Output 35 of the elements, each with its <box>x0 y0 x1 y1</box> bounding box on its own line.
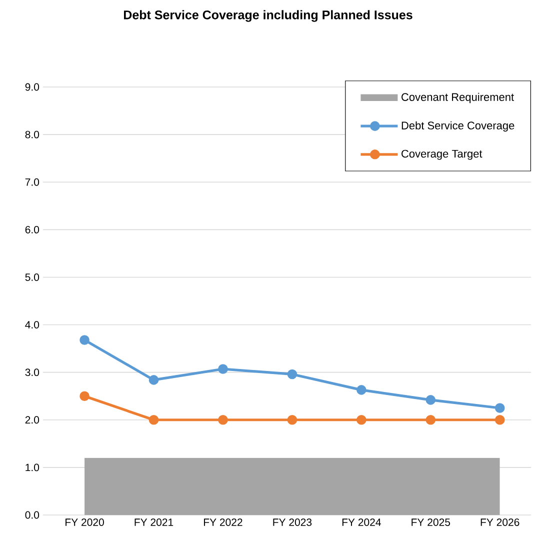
point <box>494 414 505 425</box>
y-tick-label: 3.0 <box>25 368 40 376</box>
y-tick-label: 5.0 <box>25 274 40 281</box>
y-tick-label: 4.0 <box>25 321 40 328</box>
legend-label: Coverage Target <box>402 150 482 160</box>
x-tick-label: FY 2024 <box>342 518 381 526</box>
point <box>218 414 228 425</box>
legend-label: Covenant Requirement <box>402 92 514 104</box>
y-tick-label: 6.0 <box>25 226 40 234</box>
point <box>356 385 366 395</box>
y-tick-label: 1.0 <box>26 464 40 472</box>
point <box>148 414 159 425</box>
x-tick-label: FY 2026 <box>480 518 520 526</box>
x-tick-label: FY 2023 <box>273 518 312 526</box>
point <box>287 414 298 425</box>
y-tick-label: 7.0 <box>25 178 40 186</box>
point <box>148 375 159 385</box>
point <box>356 414 366 425</box>
point <box>80 335 90 345</box>
legend-label: Debt Service Coverage <box>402 121 514 132</box>
point <box>218 364 228 374</box>
point <box>287 369 298 380</box>
x-tick-label: FY 2020 <box>66 518 104 526</box>
point <box>426 395 436 405</box>
x-tick-label: FY 2022 <box>204 518 242 526</box>
y-tick-label: 8.0 <box>25 130 40 138</box>
point <box>80 391 90 402</box>
x-tick-label: FY 2021 <box>134 518 174 526</box>
y-tick-label: 9.0 <box>25 83 40 91</box>
x-tick-label: FY 2025 <box>412 518 450 526</box>
chart-title: Debt Service Coverage including Planned Issues <box>124 10 412 22</box>
y-tick-label: 2.0 <box>25 416 40 424</box>
point <box>426 414 436 425</box>
point <box>494 403 505 413</box>
y-tick-label: 0.0 <box>25 511 40 519</box>
